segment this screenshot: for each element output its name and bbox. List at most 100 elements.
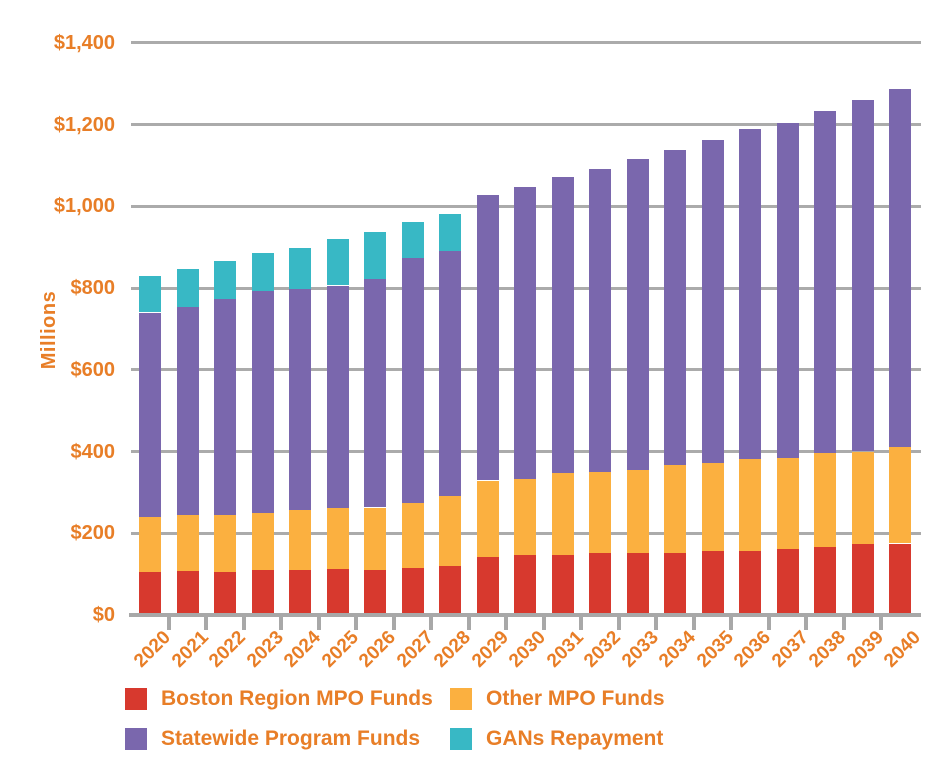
legend-swatch-other-mpo-funds	[450, 688, 472, 710]
bar-segment-gans-repayment	[139, 275, 161, 313]
bar-segment-other-mpo-funds	[139, 516, 161, 573]
bar-segment-statewide-program-funds	[214, 299, 236, 515]
bar-segment-statewide-program-funds	[251, 290, 274, 513]
bar-segment-statewide-program-funds	[889, 88, 911, 448]
bar-segment-boston-region-mpo-funds	[664, 553, 686, 615]
legend-label: Other MPO Funds	[486, 687, 665, 710]
bar-segment-boston-region-mpo-funds	[289, 569, 311, 615]
bar-2026	[364, 0, 386, 615]
bar-segment-other-mpo-funds	[514, 478, 536, 556]
bar-segment-boston-region-mpo-funds	[626, 553, 649, 615]
axis-tick	[841, 615, 846, 630]
y-tick-label: $0	[92, 604, 115, 626]
bar-2036	[739, 0, 761, 615]
bar-2038	[814, 0, 836, 615]
bar-2027	[401, 0, 424, 615]
axis-tick	[279, 615, 284, 630]
axis-tick	[241, 615, 246, 630]
bar-segment-other-mpo-funds	[851, 451, 874, 544]
bar-segment-gans-repayment	[176, 269, 199, 308]
bar-segment-statewide-program-funds	[439, 250, 461, 496]
bar-segment-other-mpo-funds	[176, 514, 199, 571]
bar-2037	[776, 0, 799, 615]
bar-2020	[139, 0, 161, 615]
bar-segment-gans-repayment	[214, 261, 236, 300]
axis-tick	[579, 615, 584, 630]
axis-tick	[166, 615, 171, 630]
bar-segment-boston-region-mpo-funds	[851, 543, 874, 615]
bar-2032	[589, 0, 611, 615]
axis-tick	[691, 615, 696, 630]
bar-segment-gans-repayment	[289, 247, 311, 289]
axis-tick	[654, 615, 659, 630]
legend-swatch-boston-region-mpo-funds	[125, 688, 147, 710]
bar-segment-statewide-program-funds	[139, 312, 161, 517]
bar-segment-boston-region-mpo-funds	[326, 569, 349, 615]
bar-segment-statewide-program-funds	[551, 177, 574, 474]
bar-segment-statewide-program-funds	[326, 285, 349, 509]
bar-2025	[326, 0, 349, 615]
bar-2023	[251, 0, 274, 615]
bar-segment-other-mpo-funds	[401, 502, 424, 569]
y-tick-label: $800	[70, 277, 116, 299]
bar-2030	[514, 0, 536, 615]
bar-2021	[176, 0, 199, 615]
bar-segment-other-mpo-funds	[289, 509, 311, 570]
bar-2029	[476, 0, 499, 615]
bar-segment-other-mpo-funds	[326, 508, 349, 570]
bar-2022	[214, 0, 236, 615]
bar-2040	[889, 0, 911, 615]
axis-tick	[541, 615, 546, 630]
bar-segment-gans-repayment	[439, 213, 461, 251]
bar-segment-statewide-program-funds	[664, 150, 686, 465]
bar-2033	[626, 0, 649, 615]
bar-segment-statewide-program-funds	[514, 186, 536, 479]
bar-segment-statewide-program-funds	[364, 278, 386, 508]
axis-tick	[804, 615, 809, 630]
legend-item-statewide-program-funds: Statewide Program Funds	[125, 727, 455, 751]
legend-swatch-gans-repayment	[450, 728, 472, 750]
bar-2034	[664, 0, 686, 615]
bar-segment-other-mpo-funds	[589, 472, 611, 554]
bar-segment-other-mpo-funds	[739, 458, 761, 552]
bar-segment-statewide-program-funds	[626, 159, 649, 470]
legend-item-boston-region-mpo-funds: Boston Region MPO Funds	[125, 687, 455, 711]
bar-segment-boston-region-mpo-funds	[739, 551, 761, 615]
bar-segment-other-mpo-funds	[251, 512, 274, 570]
axis-tick	[391, 615, 396, 630]
bar-segment-other-mpo-funds	[626, 469, 649, 554]
bar-2024	[289, 0, 311, 615]
axis-tick	[766, 615, 771, 630]
bar-segment-other-mpo-funds	[889, 447, 911, 544]
legend-label: Statewide Program Funds	[161, 727, 421, 750]
bar-segment-boston-region-mpo-funds	[214, 571, 236, 615]
bar-segment-statewide-program-funds	[851, 99, 874, 452]
bar-segment-other-mpo-funds	[551, 473, 574, 556]
y-tick-label: $1,000	[53, 195, 115, 218]
bar-segment-boston-region-mpo-funds	[814, 546, 836, 615]
y-tick-label: $200	[70, 522, 116, 545]
bar-segment-statewide-program-funds	[289, 288, 311, 510]
axis-tick	[429, 615, 434, 630]
axis-tick	[879, 615, 884, 630]
bar-segment-boston-region-mpo-funds	[589, 553, 611, 615]
axis-tick	[204, 615, 209, 630]
x-axis	[129, 613, 921, 617]
bar-segment-other-mpo-funds	[814, 453, 836, 547]
y-tick-label: $600	[70, 358, 116, 381]
bar-2028	[439, 0, 461, 615]
bar-segment-other-mpo-funds	[664, 465, 686, 554]
bar-segment-boston-region-mpo-funds	[551, 555, 574, 615]
gridline	[131, 123, 921, 126]
bar-segment-boston-region-mpo-funds	[514, 555, 536, 615]
y-tick-label: $1,200	[53, 113, 115, 136]
axis-tick	[466, 615, 471, 630]
bar-segment-boston-region-mpo-funds	[251, 570, 274, 615]
bar-2039	[851, 0, 874, 615]
y-tick-label: $1,400	[53, 31, 115, 54]
legend-label: Boston Region MPO Funds	[161, 687, 433, 710]
bar-segment-statewide-program-funds	[814, 111, 836, 454]
bar-segment-statewide-program-funds	[739, 129, 761, 459]
bar-segment-other-mpo-funds	[701, 463, 724, 552]
